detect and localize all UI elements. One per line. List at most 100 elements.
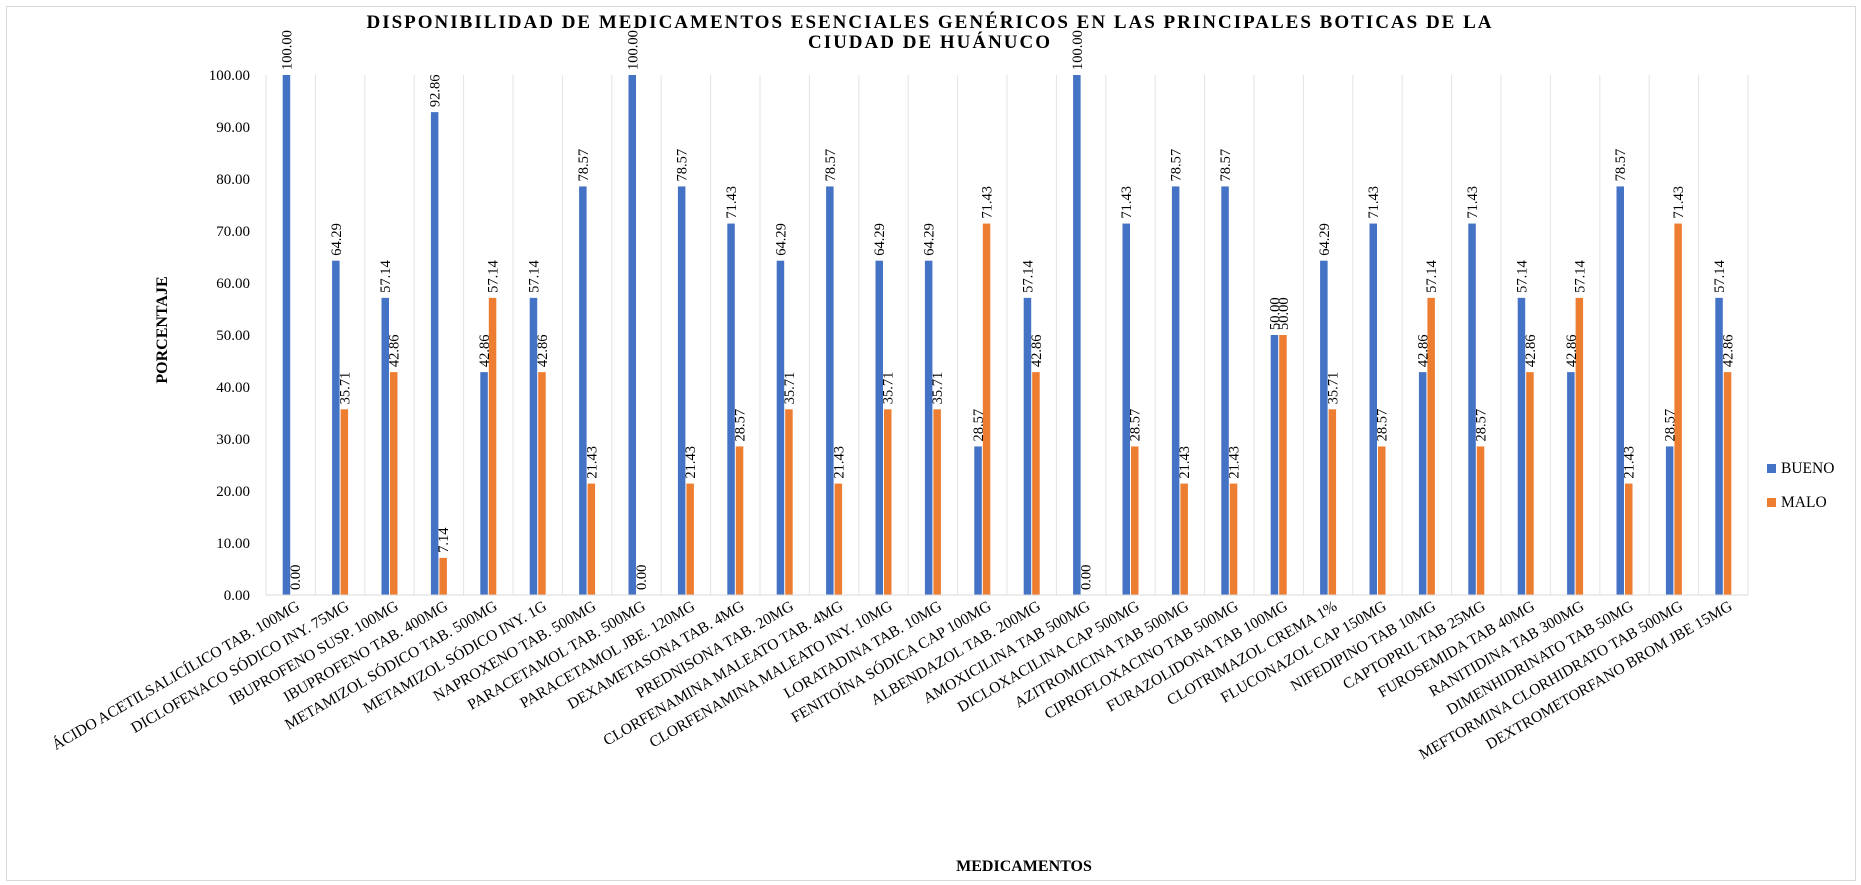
data-label-malo: 35.71: [1325, 372, 1341, 405]
y-tick-label: 80.00: [216, 172, 250, 188]
bar-malo: [1575, 297, 1584, 595]
y-tick-label: 0.00: [224, 588, 250, 604]
data-label-malo: 35.71: [337, 372, 353, 405]
bar-malo: [735, 446, 744, 595]
data-label-malo: 0.00: [1078, 565, 1094, 590]
data-label-bueno: 42.86: [1416, 335, 1432, 368]
data-labels: 100.00 64.29 57.14 92.86 42.86 57.14 78.57 100.…: [279, 30, 1736, 590]
data-label-bueno: 28.57: [971, 409, 987, 442]
data-label-bueno: 78.57: [576, 149, 592, 182]
bar-malo: [488, 297, 497, 595]
data-label-bueno: 78.57: [823, 149, 839, 182]
data-label-malo: 28.57: [1474, 409, 1490, 442]
bar-bueno: [1171, 186, 1180, 595]
data-label-bueno: 78.57: [675, 149, 691, 182]
data-label-malo: 28.57: [733, 409, 749, 442]
y-tick-label: 50.00: [216, 328, 250, 344]
data-label-bueno: 100.00: [625, 30, 641, 70]
y-axis-ticks: 0.00 10.00 20.00 30.00 40.00 50.00 60.00 70.00 8…: [209, 68, 250, 604]
bar-bueno: [974, 446, 982, 595]
chart-title: DISPONIBILIDAD DE MEDICAMENTOS ESENCIALE…: [366, 11, 1491, 53]
data-label-bueno: 64.29: [773, 223, 789, 256]
data-label-bueno: 71.43: [1366, 186, 1382, 219]
data-label-malo: 71.43: [980, 186, 996, 219]
bar-malo: [982, 223, 991, 595]
bar-malo: [1279, 335, 1287, 595]
gridlines: [265, 75, 1749, 595]
y-tick-label: 10.00: [216, 536, 250, 552]
data-label-bueno: 28.57: [1663, 409, 1679, 442]
y-tick-label: 40.00: [216, 380, 250, 396]
legend-label-bueno: BUENO: [1781, 460, 1834, 477]
legend-swatch-malo: [1767, 498, 1776, 507]
data-label-bueno: 64.29: [922, 223, 938, 256]
bar-malo: [785, 409, 793, 595]
y-tick-label: 60.00: [216, 276, 250, 292]
data-label-malo: 42.86: [535, 335, 551, 368]
bar-malo: [1674, 223, 1682, 595]
data-label-malo: 50.00: [1276, 297, 1292, 330]
data-label-malo: 21.43: [683, 446, 699, 479]
bar-bueno: [1320, 260, 1328, 595]
bar-malo: [1476, 446, 1485, 595]
legend-swatch-bueno: [1767, 464, 1776, 473]
bar-malo: [1723, 372, 1732, 595]
bar-malo: [340, 409, 349, 595]
bar-malo: [538, 372, 546, 595]
bars: [282, 75, 1732, 596]
y-tick-label: 20.00: [216, 484, 250, 500]
bar-bueno: [1715, 297, 1723, 595]
data-label-malo: 28.57: [1128, 409, 1144, 442]
bar-malo: [686, 483, 694, 595]
bar-malo: [1229, 483, 1238, 595]
bar-bueno: [1023, 297, 1032, 595]
data-label-malo: 42.86: [387, 335, 403, 368]
data-label-malo: 42.86: [1029, 335, 1045, 368]
bar-bueno: [826, 186, 834, 595]
bar-bueno: [282, 75, 291, 595]
data-label-bueno: 92.86: [428, 75, 444, 108]
data-label-bueno: 78.57: [1218, 149, 1234, 182]
bar-bueno: [1221, 186, 1229, 595]
data-label-bueno: 64.29: [329, 223, 345, 256]
bar-bueno: [1665, 446, 1674, 595]
data-label-bueno: 71.43: [724, 186, 740, 219]
legend-label-malo: MALO: [1781, 494, 1827, 511]
bar-bueno: [480, 372, 488, 595]
data-label-bueno: 100.00: [279, 30, 295, 70]
bar-bueno: [875, 260, 883, 595]
category-labels: ÁCIDO ACETILSALICÍLICO TAB. 100MGDICLOFE…: [49, 598, 1735, 764]
bar-malo: [884, 409, 892, 595]
data-label-bueno: 57.14: [1020, 259, 1036, 292]
y-tick-label: 30.00: [216, 432, 250, 448]
bar-bueno: [1270, 335, 1279, 595]
bar-bueno: [1122, 223, 1130, 595]
data-label-bueno: 57.14: [378, 259, 394, 292]
y-tick-label: 90.00: [216, 120, 250, 136]
bar-bueno: [1517, 297, 1526, 595]
data-label-malo: 35.71: [782, 372, 798, 405]
x-axis-title: MEDICAMENTOS: [956, 858, 1092, 875]
bar-malo: [1427, 297, 1435, 595]
data-label-bueno: 71.43: [1119, 186, 1135, 219]
bar-malo: [439, 557, 447, 595]
bar-malo: [834, 483, 843, 595]
bar-bueno: [727, 223, 735, 595]
data-label-bueno: 71.43: [1465, 186, 1481, 219]
data-label-malo: 57.14: [1424, 259, 1440, 292]
data-label-bueno: 78.57: [1169, 149, 1185, 182]
y-tick-label: 100.00: [209, 68, 250, 84]
chart-title-line-2: CIUDAD DE HUÁNUCO: [808, 31, 1052, 53]
bar-malo: [1131, 446, 1139, 595]
bar-malo: [390, 372, 398, 595]
data-label-malo: 21.43: [1227, 446, 1243, 479]
y-tick-label: 70.00: [216, 224, 250, 240]
bar-bueno: [430, 112, 439, 596]
data-label-bueno: 57.14: [1514, 259, 1530, 292]
data-label-malo: 35.71: [881, 372, 897, 405]
data-label-malo: 28.57: [1375, 409, 1391, 442]
data-label-bueno: 50.00: [1267, 297, 1283, 330]
data-label-bueno: 42.86: [1564, 335, 1580, 368]
data-label-malo: 57.14: [486, 259, 502, 292]
